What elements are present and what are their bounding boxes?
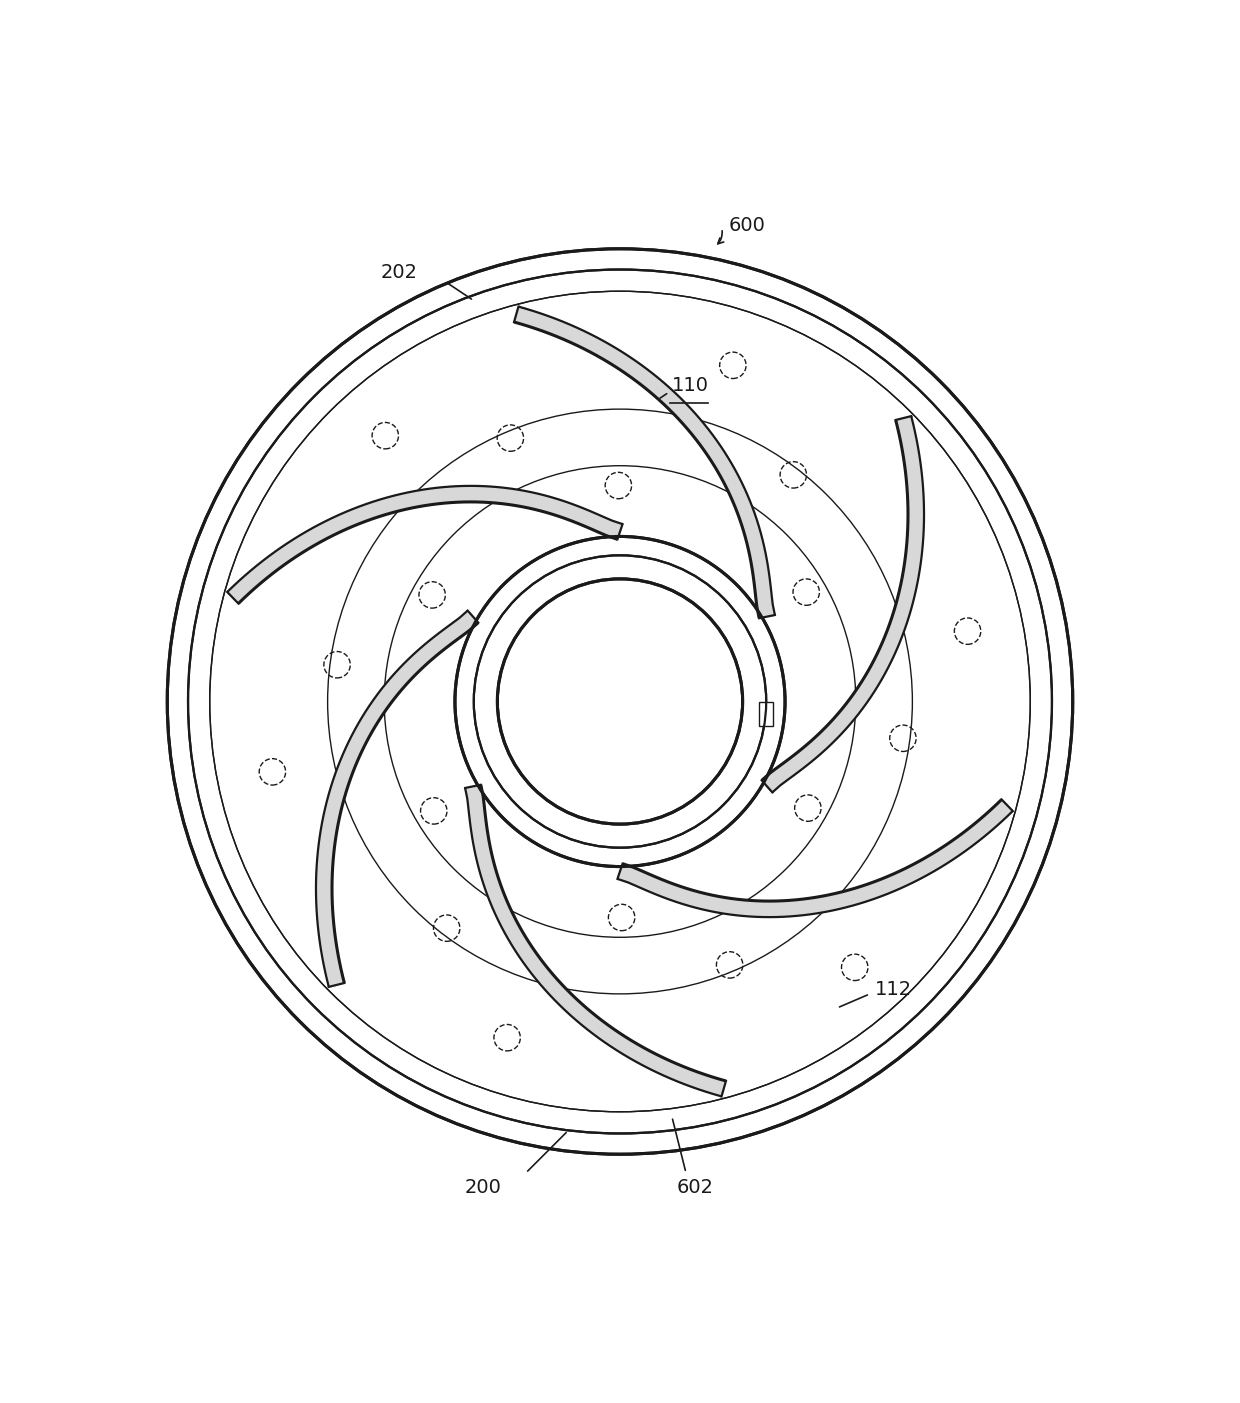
Text: 200: 200 [465, 1177, 502, 1197]
Polygon shape [761, 417, 924, 793]
Polygon shape [618, 800, 1013, 918]
Text: 202: 202 [381, 262, 417, 282]
Polygon shape [316, 610, 479, 986]
Polygon shape [227, 485, 622, 603]
Polygon shape [465, 784, 725, 1096]
Text: 112: 112 [874, 979, 911, 999]
Text: 602: 602 [677, 1177, 714, 1197]
Bar [759, 703, 773, 725]
Text: 110: 110 [672, 376, 709, 396]
Text: 600: 600 [728, 216, 765, 234]
Polygon shape [515, 307, 775, 619]
